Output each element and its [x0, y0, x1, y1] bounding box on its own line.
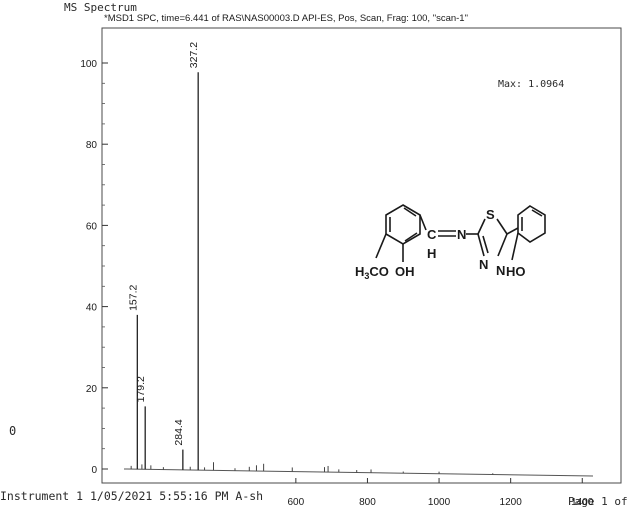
atom-n-ring-2: N — [496, 263, 505, 278]
peak-label: 327.2 — [188, 42, 200, 68]
atom-c: C — [427, 227, 437, 242]
atom-s: S — [486, 207, 495, 222]
thiadiazole-bond — [477, 218, 486, 235]
scan-title: *MSD1 SPC, time=6.441 of RAS\NAS00003.D … — [104, 13, 468, 24]
y-tick-label: 0 — [91, 465, 97, 476]
bond-thiadiazole-to-ring — [506, 227, 519, 235]
atom-oh-left: OH — [395, 264, 415, 279]
atom-methoxy: H3CO — [355, 264, 389, 281]
spectrum-title: MS Spectrum — [64, 1, 137, 14]
y-axis: 0 20 40 60 80 100 — [80, 59, 108, 476]
y-tick-label: 20 — [86, 384, 98, 395]
phenol-ring-right — [517, 205, 546, 243]
bond-ring-to-methoxy — [375, 233, 387, 259]
atom-n-imine: N — [457, 227, 466, 242]
x-tick-label: 1000 — [428, 497, 451, 508]
chemical-structure — [375, 204, 546, 262]
thiadiazole-bond — [477, 233, 485, 257]
atom-n-ring-1: N — [479, 257, 488, 272]
y-tick-label: 80 — [86, 140, 98, 151]
thiadiazole-bond — [497, 233, 508, 257]
page-left-label: 0 — [9, 424, 17, 438]
x-tick-label: 1400 — [571, 497, 594, 508]
baseline — [123, 468, 594, 477]
ring-left-double-bond — [404, 232, 418, 242]
ring-right-double-bond — [531, 209, 543, 217]
x-axis: 600 800 1000 1200 1400 — [288, 478, 594, 508]
peak-label: 179.2 — [135, 376, 147, 402]
structure-labels: S C N H N N OH HO H3CO — [355, 207, 526, 281]
y-tick-label: 60 — [86, 221, 98, 232]
atom-h: H — [427, 246, 436, 261]
phenol-ring-left — [385, 204, 421, 245]
x-tick-label: 600 — [288, 497, 305, 508]
major-peaks: 157.2 179.2 284.4 327.2 — [127, 42, 200, 471]
y-tick-label: 40 — [86, 303, 98, 314]
thiadiazole-double-bond — [482, 235, 489, 254]
peak-label: 284.4 — [173, 419, 185, 445]
minor-peaks — [130, 462, 494, 475]
thiadiazole-bond — [496, 218, 508, 235]
max-label: Max: 1.0964 — [498, 79, 565, 90]
ring-left-double-bond — [403, 207, 417, 217]
bond-ring-to-ch — [419, 214, 427, 231]
footer-instrument: Instrument 1 1/05/2021 5:55:16 PM A-sh — [0, 489, 264, 503]
plot-frame — [101, 27, 622, 484]
x-tick-label: 1200 — [500, 497, 523, 508]
bond-ring-to-ho — [511, 232, 519, 261]
peak-label: 157.2 — [127, 284, 139, 310]
y-tick-label: 100 — [80, 59, 97, 70]
footer-page-info: Page 1 of — [568, 495, 628, 508]
x-tick-label: 800 — [359, 497, 376, 508]
atom-ho-right: HO — [506, 264, 526, 279]
